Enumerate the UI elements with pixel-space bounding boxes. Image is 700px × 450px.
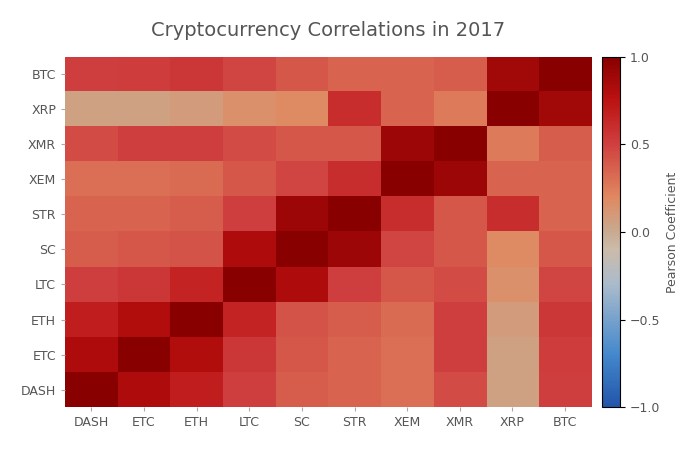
Title: Cryptocurrency Correlations in 2017: Cryptocurrency Correlations in 2017	[151, 21, 505, 40]
Y-axis label: Pearson Coefficient: Pearson Coefficient	[666, 171, 679, 292]
